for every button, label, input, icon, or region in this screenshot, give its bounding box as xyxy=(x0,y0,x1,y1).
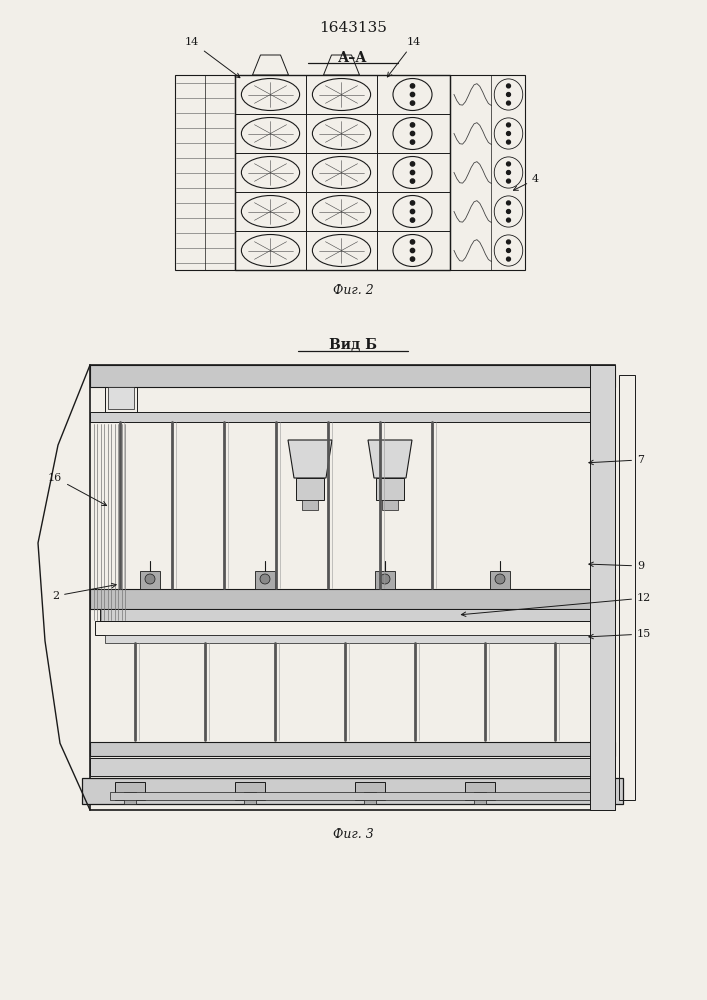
Polygon shape xyxy=(368,440,412,478)
Text: 7: 7 xyxy=(589,455,644,465)
Circle shape xyxy=(410,218,414,222)
Circle shape xyxy=(260,574,270,584)
Circle shape xyxy=(410,131,414,136)
Circle shape xyxy=(380,574,390,584)
Text: Фиг. 2: Фиг. 2 xyxy=(332,284,373,296)
Text: 15: 15 xyxy=(589,629,651,639)
Bar xyxy=(90,589,615,609)
Circle shape xyxy=(506,240,510,244)
Circle shape xyxy=(410,240,414,244)
Polygon shape xyxy=(288,440,332,478)
Bar xyxy=(90,412,615,422)
Bar xyxy=(376,478,404,500)
Text: 9: 9 xyxy=(589,561,644,571)
Circle shape xyxy=(506,179,510,183)
Text: 12: 12 xyxy=(462,593,651,616)
Circle shape xyxy=(506,140,510,144)
Bar xyxy=(100,609,605,621)
Circle shape xyxy=(410,179,414,183)
Circle shape xyxy=(410,123,414,127)
Bar xyxy=(375,571,395,589)
Bar xyxy=(95,621,610,635)
Text: Фиг. 3: Фиг. 3 xyxy=(332,828,373,842)
Text: А–А: А–А xyxy=(338,51,368,65)
Circle shape xyxy=(410,248,414,253)
Bar xyxy=(105,635,600,643)
Circle shape xyxy=(506,162,510,166)
Circle shape xyxy=(506,218,510,222)
Bar xyxy=(235,75,450,270)
Bar xyxy=(490,571,510,589)
Circle shape xyxy=(410,257,414,261)
Circle shape xyxy=(506,257,510,261)
Text: 4: 4 xyxy=(513,174,539,190)
Circle shape xyxy=(506,210,510,213)
Circle shape xyxy=(506,84,510,88)
Bar xyxy=(244,792,256,804)
Circle shape xyxy=(495,574,505,584)
Circle shape xyxy=(410,170,414,175)
Bar xyxy=(90,758,615,776)
Bar xyxy=(296,478,324,500)
Text: Вид Б: Вид Б xyxy=(329,338,377,352)
Circle shape xyxy=(410,209,414,214)
Bar xyxy=(175,75,235,270)
Bar xyxy=(465,782,495,800)
Circle shape xyxy=(506,201,510,205)
Bar xyxy=(364,792,376,804)
Text: 1643135: 1643135 xyxy=(319,21,387,35)
Bar xyxy=(140,571,160,589)
Bar xyxy=(82,778,623,804)
Circle shape xyxy=(506,249,510,252)
Circle shape xyxy=(410,201,414,205)
Bar xyxy=(255,571,275,589)
Bar xyxy=(474,792,486,804)
Circle shape xyxy=(506,123,510,127)
Text: 14: 14 xyxy=(387,37,421,77)
Bar xyxy=(619,375,635,800)
Bar xyxy=(108,387,134,409)
Circle shape xyxy=(410,140,414,144)
Text: 2: 2 xyxy=(52,583,116,601)
Bar xyxy=(105,387,137,412)
Text: 16: 16 xyxy=(48,473,107,506)
Text: 14: 14 xyxy=(185,37,240,78)
Circle shape xyxy=(506,93,510,96)
Bar xyxy=(124,792,136,804)
Bar xyxy=(90,365,615,810)
Bar xyxy=(110,792,595,800)
Circle shape xyxy=(506,132,510,135)
Bar xyxy=(382,500,398,510)
Circle shape xyxy=(506,171,510,174)
Bar xyxy=(450,75,525,270)
Circle shape xyxy=(410,84,414,88)
Circle shape xyxy=(410,101,414,105)
Bar xyxy=(90,365,615,387)
Bar xyxy=(590,365,615,810)
Bar xyxy=(235,782,265,800)
Circle shape xyxy=(410,92,414,97)
Circle shape xyxy=(410,162,414,166)
Circle shape xyxy=(145,574,155,584)
Bar xyxy=(355,782,385,800)
Bar xyxy=(90,742,615,756)
Bar xyxy=(302,500,318,510)
Bar xyxy=(115,782,145,800)
Circle shape xyxy=(506,101,510,105)
